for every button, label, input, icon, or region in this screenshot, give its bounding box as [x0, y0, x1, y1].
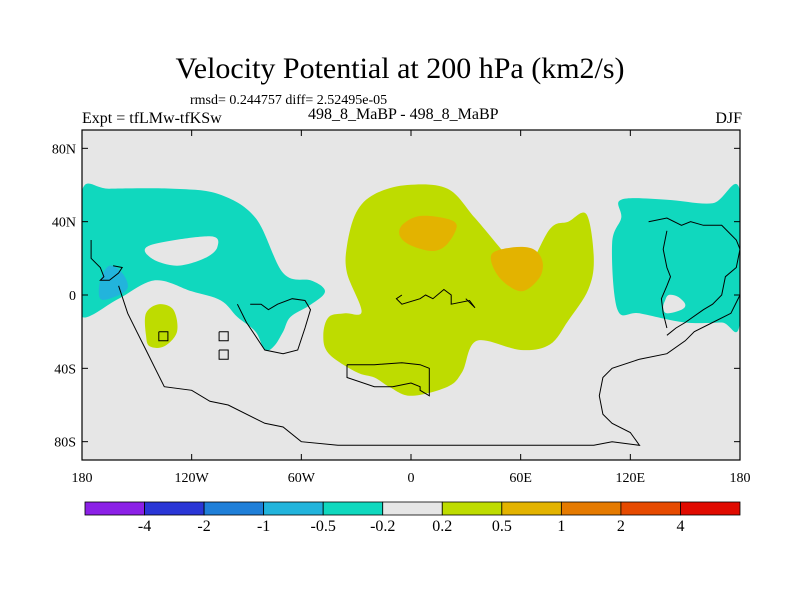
contour-region-eurasia-africa-positive — [323, 184, 594, 396]
colorbar-swatch — [620, 501, 681, 516]
colorbar-swatch — [322, 501, 384, 516]
y-tick-label: 40N — [52, 216, 76, 231]
contour-region-north-pacific-atlantic-negative — [82, 183, 325, 351]
coastline — [395, 288, 476, 309]
contour-region-east-pacific-gap — [663, 294, 686, 314]
comparison-label: 498_8_MaBP - 498_8_MaBP — [308, 106, 499, 123]
contour-region-europe-positive-core — [399, 215, 457, 252]
colorbar-swatch — [84, 501, 145, 516]
x-tick-label: 60W — [288, 471, 316, 486]
colorbar-swatch — [680, 501, 741, 516]
x-tick-label: 60E — [509, 471, 532, 486]
colorbar-label: 0.5 — [492, 518, 512, 535]
coastline — [648, 217, 740, 336]
colorbar-label: 1 — [557, 518, 565, 535]
coastline — [118, 285, 740, 446]
x-tick-label: 0 — [408, 471, 415, 486]
contour-region-east-pacific-negative — [611, 183, 740, 333]
contour-region-south-pacific-positive — [144, 304, 178, 348]
y-tick-label: 40S — [54, 362, 76, 377]
coastline — [158, 331, 169, 342]
coastline — [218, 349, 229, 360]
colorbar-swatch — [441, 501, 503, 516]
colorbar-label: -1 — [257, 518, 270, 535]
experiment-label: Expt = tfLMw-tfKSw — [82, 110, 222, 127]
chart-title: Velocity Potential at 200 hPa (km2/s) — [175, 52, 625, 85]
colorbar: -4 -2 -1 -0.5 -0.2 0.2 0.5 1 2 4 — [84, 501, 741, 535]
x-tick-label: 180 — [72, 471, 93, 486]
axis-layer: 180 120W 60W 0 60E 120E 180 80N 40N 0 40S 80S — [52, 129, 751, 486]
colorbar-label: -0.5 — [311, 518, 336, 535]
x-tick-label: 120E — [616, 471, 646, 486]
x-tick-label: 120W — [175, 471, 210, 486]
coastline — [236, 298, 312, 355]
map-layer — [82, 130, 740, 460]
coastline — [346, 362, 430, 397]
colorbar-label: -0.2 — [370, 518, 395, 535]
colorbar-swatch — [382, 501, 443, 516]
colorbar-label: 2 — [617, 518, 625, 535]
colorbar-label: -2 — [197, 518, 210, 535]
colorbar-swatch — [203, 501, 265, 516]
contour-region-western-pacific-gap — [144, 236, 219, 266]
stats-label: rmsd= 0.244757 diff= 2.52495e-05 — [190, 93, 388, 108]
y-tick-label: 0 — [69, 289, 76, 304]
season-label: DJF — [715, 110, 742, 127]
colorbar-label: 0.2 — [432, 518, 452, 535]
colorbar-swatch — [501, 501, 562, 516]
coastline — [90, 240, 124, 281]
coastline — [218, 331, 229, 342]
colorbar-label: -4 — [138, 518, 151, 535]
colorbar-swatch — [560, 501, 622, 516]
colorbar-swatch — [144, 501, 205, 516]
y-tick-label: 80N — [52, 142, 76, 157]
colorbar-label: 4 — [676, 518, 684, 535]
contour-region-indian-ocean-positive-core — [490, 246, 543, 292]
x-tick-label: 180 — [730, 471, 751, 486]
y-tick-label: 80S — [54, 436, 76, 451]
coastline — [660, 230, 672, 329]
colorbar-swatch — [263, 501, 324, 516]
